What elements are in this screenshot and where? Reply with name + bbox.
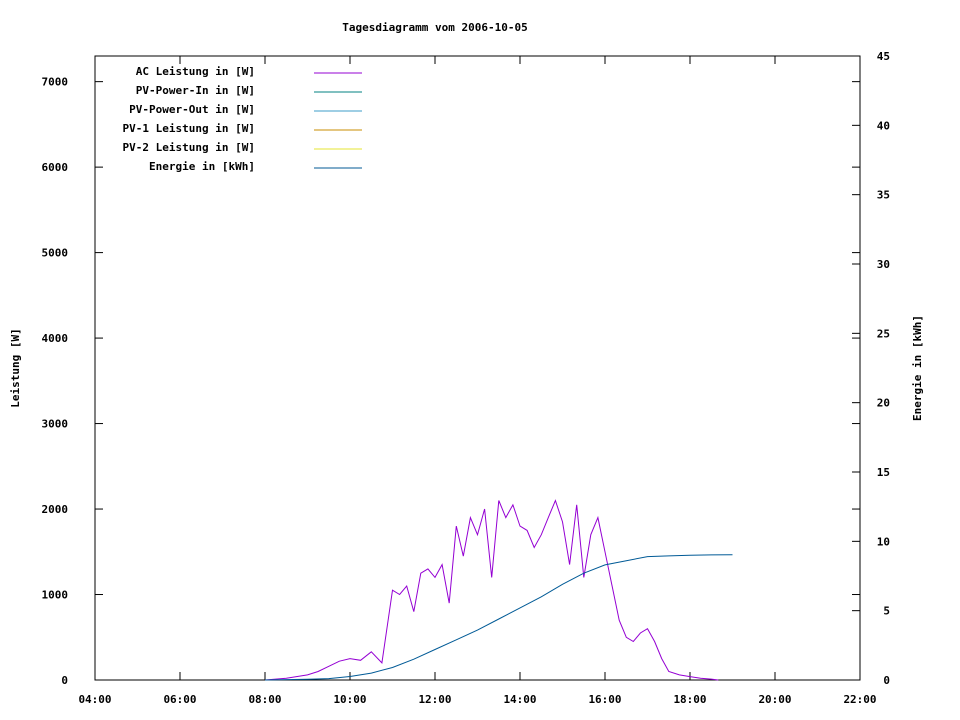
y2-tick-label: 10 — [877, 535, 890, 548]
y2-axis-label: Energie in [kWh] — [911, 315, 924, 421]
y-axis-label: Leistung [W] — [9, 328, 22, 407]
y2-tick-label: 0 — [883, 674, 890, 687]
chart-title: Tagesdiagramm vom 2006-10-05 — [342, 21, 527, 34]
legend-label-2: PV-Power-Out in [W] — [129, 103, 255, 116]
left-axis-ticks: 0 1000 2000 3000 4000 5000 6000 7000 — [42, 76, 860, 687]
x-tick-label: 16:00 — [588, 693, 621, 706]
y2-tick-label: 45 — [877, 50, 890, 63]
legend-label-3: PV-1 Leistung in [W] — [123, 122, 255, 135]
y-tick-label: 7000 — [42, 76, 69, 89]
y2-tick-label: 40 — [877, 119, 890, 132]
bottom-axis-ticks: 04:00 06:00 08:00 10:00 12:00 14:00 16:00 18:00… — [78, 56, 877, 706]
x-tick-label: 20:00 — [758, 693, 791, 706]
series-lines — [264, 499, 733, 681]
legend-label-5: Energie in [kWh] — [149, 160, 255, 173]
legend-label-0: AC Leistung in [W] — [136, 65, 255, 78]
y-tick-label: 6000 — [42, 161, 69, 174]
right-axis-ticks: 0 5 10 15 20 25 30 35 40 45 — [852, 50, 890, 687]
y-tick-label: 5000 — [42, 247, 69, 260]
x-tick-label: 14:00 — [503, 693, 536, 706]
x-tick-label: 10:00 — [333, 693, 366, 706]
y2-tick-label: 30 — [877, 258, 890, 271]
y-tick-label: 2000 — [42, 503, 69, 516]
y-tick-label: 3000 — [42, 418, 69, 431]
y-tick-label: 4000 — [42, 332, 69, 345]
y2-tick-label: 5 — [883, 605, 890, 618]
x-tick-label: 18:00 — [673, 693, 706, 706]
legend-label-1: PV-Power-In in [W] — [136, 84, 255, 97]
y-tick-label: 1000 — [42, 589, 69, 602]
x-tick-label: 06:00 — [163, 693, 196, 706]
y2-tick-label: 20 — [877, 397, 890, 410]
x-tick-label: 08:00 — [248, 693, 281, 706]
legend: AC Leistung in [W] PV-Power-In in [W] PV-P… — [123, 65, 362, 173]
y2-tick-label: 25 — [877, 327, 890, 340]
series-line-0 — [264, 499, 719, 681]
x-tick-label: 12:00 — [418, 693, 451, 706]
legend-label-4: PV-2 Leistung in [W] — [123, 141, 255, 154]
y2-tick-label: 35 — [877, 189, 890, 202]
plot-frame — [94, 55, 861, 681]
y2-tick-label: 15 — [877, 466, 890, 479]
series-line-5 — [264, 554, 733, 681]
y-tick-label: 0 — [61, 674, 68, 687]
x-tick-label: 04:00 — [78, 693, 111, 706]
x-tick-label: 22:00 — [843, 693, 876, 706]
